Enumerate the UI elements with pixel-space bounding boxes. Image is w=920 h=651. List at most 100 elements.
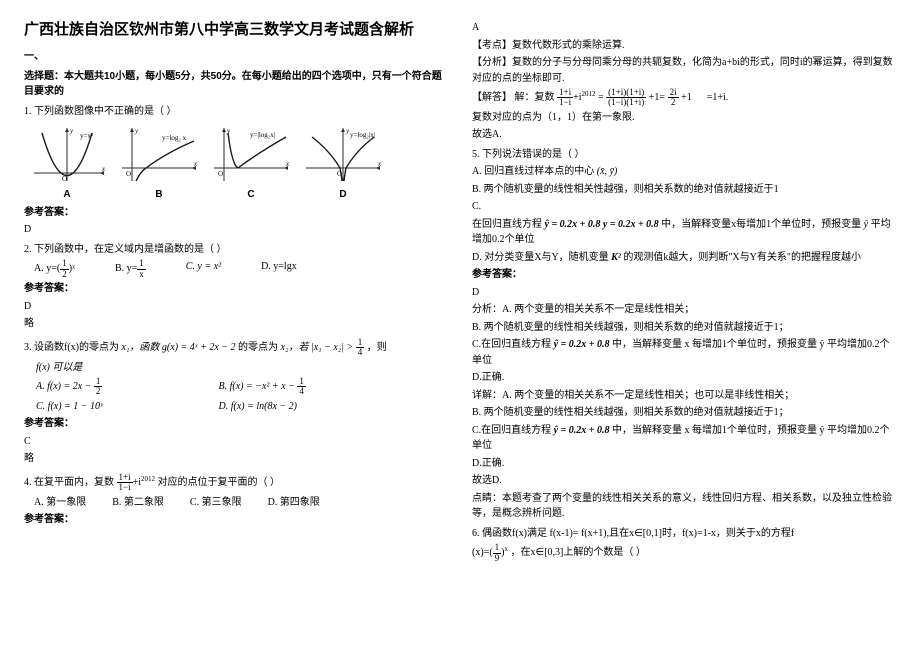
q4-kaodian: 【考点】复数代数形式的乘除运算. — [472, 38, 896, 54]
q5-C-c: ŷ — [864, 219, 868, 230]
svg-text:y: y — [226, 127, 231, 135]
svg-text:O: O — [62, 175, 67, 183]
q2-optB: B. y=1x — [115, 259, 146, 279]
q3-c: g(x) = 4ˣ + 2x − 2 — [162, 342, 236, 353]
q1-stem: 1. 下列函数图像中不正确的是（ ） — [24, 104, 448, 120]
q3-optB-txt: B. f(x) = −x² + x − — [219, 381, 298, 392]
q5-D-b: K² — [611, 252, 621, 263]
q5-fx-c-hat: ŷ = 0.2x + 0.8 — [554, 339, 610, 350]
q3-f: |x₁ − x₂| > — [311, 342, 353, 353]
q3-optA-txt: A. f(x) = 2x − — [36, 381, 94, 392]
q1-graph-B: y=log₂ x O y x — [116, 123, 202, 185]
jd-f: =1+i. — [707, 92, 729, 103]
jd-d: +1= — [649, 92, 665, 103]
section-instruction: 选择题：本大题共10小题，每小题5分，共50分。在每小题给出的四个选项中，只有一… — [24, 69, 448, 100]
svg-text:O: O — [218, 170, 223, 178]
q3-note: 略 — [24, 451, 448, 467]
graph-label-C: y=|log₂x| — [250, 131, 275, 139]
q4-d: 对应的点位于复平面的（ ） — [158, 477, 281, 488]
q4-optB: B. 第二象限 — [112, 495, 164, 511]
q4-c: 2012 — [141, 475, 155, 483]
opt-B: B — [116, 187, 202, 203]
q5-xj-a: 详解：A. 两个变量的相关关系不一定是线性相关；也可以是非线性相关； — [472, 388, 896, 404]
q5-fx-c-a: C.在回归直线方程 — [472, 339, 551, 350]
q2-optA-pre: A. y= — [34, 263, 57, 274]
q4-optD: D. 第四象限 — [268, 495, 320, 511]
frac-den: 1−i — [557, 98, 573, 107]
q5-fx-d: D.正确. — [472, 370, 896, 386]
q3-a: 3. 设函数f(x)的零点为 — [24, 342, 119, 353]
q5-fx-c: C.在回归直线方程 ŷ = 0.2x + 0.8 中，当解释变量 x 每增加1个… — [472, 337, 896, 368]
q3-optC: C. f(x) = 1 − 10ˣ — [36, 399, 216, 415]
q3-row1: A. f(x) = 2x − 12 B. f(x) = −x² + x − 14 — [36, 377, 448, 397]
q5-xj-c-hat: ŷ = 0.2x + 0.8 — [554, 425, 610, 436]
q5-answer: D — [472, 285, 896, 301]
q2-answer-label: 参考答案： — [24, 281, 448, 297]
q5-xj-c-a: C.在回归直线方程 — [472, 425, 551, 436]
jd-line3: 故选A. — [472, 127, 896, 143]
q3-line2: f(x) 可以是 — [36, 360, 448, 376]
q4-answer-label: 参考答案： — [24, 512, 448, 528]
section-label: 一、 — [24, 49, 448, 65]
q3-optB: B. f(x) = −x² + x − 14 — [219, 381, 306, 392]
q2-optA-suf: ˣ — [72, 263, 75, 274]
q5-D: D. 对分类变量X与Y，随机变量 K² 的观测值k越大，则判断"X与Y有关系"的… — [472, 250, 896, 266]
frac-den: (1−i)(1+i) — [606, 98, 646, 107]
q1-option-labels: A B C D — [24, 187, 448, 203]
q5-xj-e: 故选D. — [472, 473, 896, 489]
q5-C-hat: ŷ = 0.2x + 0.8 y = 0.2x + 0.8 — [545, 219, 659, 230]
q3-stem: 3. 设函数f(x)的零点为 x₁，函数 g(x) = 4ˣ + 2x − 2 … — [24, 338, 448, 358]
q3-b: x₁，函数 — [122, 342, 160, 353]
frac-den: 9 — [493, 554, 502, 563]
q4-options: A. 第一象限 B. 第二象限 C. 第三象限 D. 第四象限 — [34, 495, 448, 511]
q5-A-tail: (x̄, ȳ) — [597, 166, 618, 177]
q1-graph-D: y=log₂|x| O y x — [300, 123, 386, 185]
jd-b: +i — [573, 92, 581, 103]
svg-text:O: O — [337, 170, 342, 178]
right-column: A 【考点】复数代数形式的乘除运算. 【分析】复数的分子与分母同乘分母的共轭复数… — [472, 18, 896, 565]
q6-c: ，在x∈[0,3]上解的个数是（ ） — [511, 548, 646, 559]
q3-e: x₂，若 — [281, 342, 309, 353]
q1-graph-C: y=|log₂x| O y x — [208, 123, 294, 185]
q1-answer-label: 参考答案： — [24, 205, 448, 221]
q1-graph-A: y=x² O y x — [24, 123, 110, 185]
q3-optA: A. f(x) = 2x − 12 — [36, 377, 216, 397]
q6-stem-line2: (x)=(19)x ，在x∈[0,3]上解的个数是（ ） — [472, 543, 896, 563]
q2-optD: D. y=lgx — [261, 259, 297, 279]
frac-den: x — [137, 270, 146, 279]
q3-answer-label: 参考答案： — [24, 416, 448, 432]
q4-optC: C. 第三象限 — [190, 495, 242, 511]
q5-xj-b: B. 两个随机变量的线性相关线越强，则相关系数的绝对值就越接近于1； — [472, 405, 896, 421]
frac-den: 4 — [356, 348, 365, 357]
q6-b: (x)= — [472, 548, 489, 559]
doc-title: 广西壮族自治区钦州市第八中学高三数学文月考试题含解析 — [24, 18, 448, 41]
q5-fx-a: 分析：A. 两个变量的相关关系不一定是线性相关； — [472, 302, 896, 318]
q3-optD: D. f(x) = ln(8x − 2) — [219, 401, 297, 412]
q5-D-a: D. 对分类变量X与Y，随机变量 — [472, 252, 609, 263]
fx-body: 复数的分子与分母同乘分母的共轭复数，化简为a+bi的形式，同时i的幂运算，得到复… — [472, 57, 893, 84]
q5-A: A. 回归直线过样本点的中心 (x̄, ȳ) — [472, 164, 896, 180]
q4-optA: A. 第一象限 — [34, 495, 86, 511]
graph-label-A: y=x² — [80, 132, 93, 140]
frac-den: 2 — [60, 270, 69, 279]
fx-label: 【分析】 — [472, 57, 512, 68]
q5-stem: 5. 下列说法错误的是（ ） — [472, 147, 896, 163]
q3-row2: C. f(x) = 1 − 10ˣ D. f(x) = ln(8x − 2) — [36, 399, 448, 415]
q5-answer-label: 参考答案： — [472, 267, 896, 283]
q1-answer: D — [24, 222, 448, 238]
q2-optA: A. y=(12)ˣ — [34, 259, 75, 279]
q4-stem: 4. 在复平面内，复数 1+i1−i+i2012 对应的点位于复平面的（ ） — [24, 473, 448, 493]
q4-answer: A — [472, 20, 896, 36]
svg-text:y: y — [134, 127, 139, 135]
q4-jieda: 【解答】 解：复数 1+i1−i+i2012 = (1+i)(1+i)(1−i)… — [472, 88, 896, 108]
q5-C-b: 中，当解释变量x每增加1个单位时，预报变量 — [661, 219, 861, 230]
q1-graphs: y=x² O y x y=log₂ x O y x — [24, 123, 448, 185]
q2-answer: D — [24, 299, 448, 315]
jd-e: +1 — [681, 92, 692, 103]
q5-fx-b: B. 两个随机变量的线性相关线越强，则相关系数的绝对值就越接近于1； — [472, 320, 896, 336]
frac-den: 4 — [297, 387, 306, 396]
opt-D: D — [300, 187, 386, 203]
jd-line2: 复数对应的点为（1，1）在第一象限. — [472, 110, 896, 126]
svg-text:x: x — [377, 160, 382, 168]
svg-text:O: O — [126, 170, 131, 178]
